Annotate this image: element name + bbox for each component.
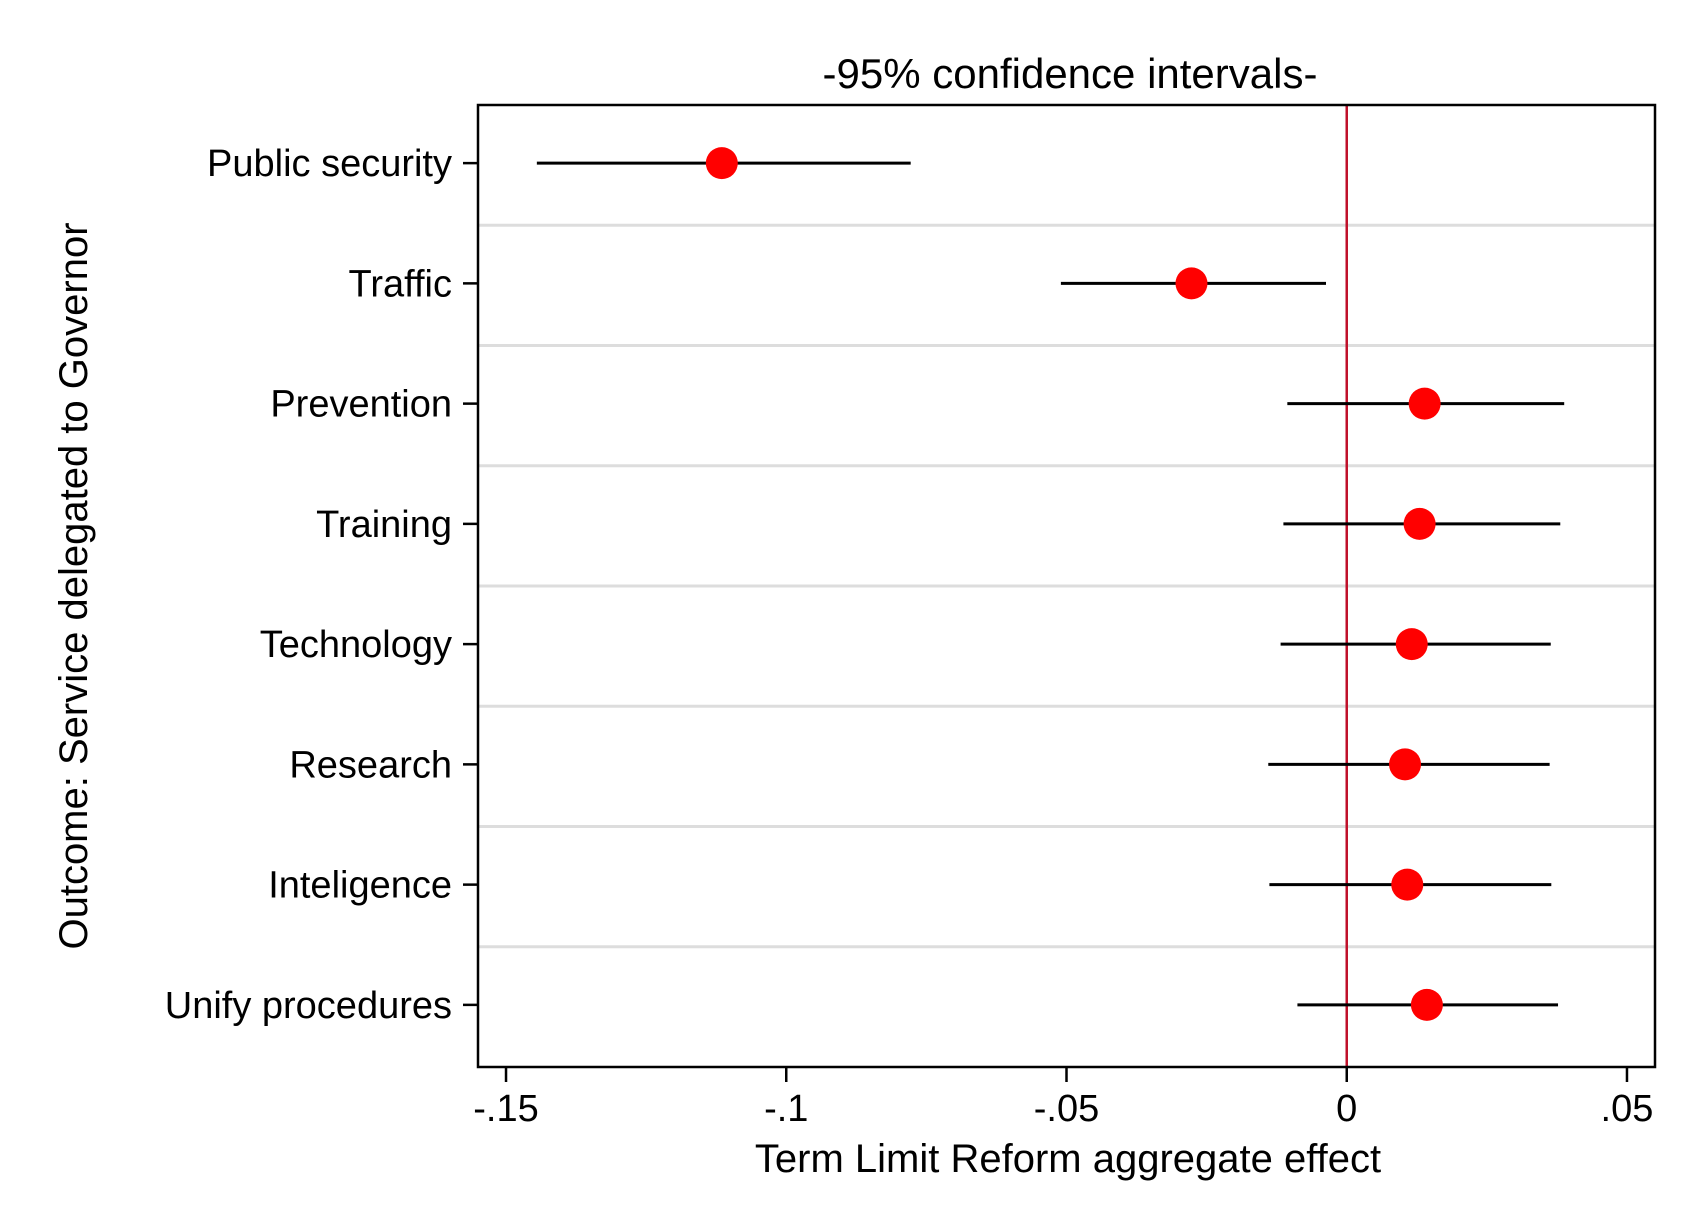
x-tick-label: .05: [1601, 1088, 1654, 1130]
y-tick-label: Traffic: [349, 263, 452, 305]
point-estimate: [1395, 628, 1428, 661]
point-estimate: [1410, 988, 1443, 1021]
y-tick-label: Inteligence: [268, 865, 452, 907]
x-tick-label: -.05: [1034, 1088, 1099, 1130]
category-separators: [478, 223, 1655, 949]
y-tick-label: Prevention: [270, 384, 452, 426]
y-tick-label: Public security: [207, 143, 452, 185]
x-axis-ticks: -.15 -.1 -.05 0 .05: [473, 1067, 1653, 1130]
point-estimate: [1403, 507, 1436, 540]
x-axis-label: Term Limit Reform aggregate effect: [755, 1137, 1381, 1181]
y-axis-ticks: Public security Traffic Prevention Training…: [165, 143, 478, 1027]
y-axis-label: Outcome: Service delegated to Governor: [52, 222, 96, 949]
point-estimate: [1389, 748, 1422, 781]
y-tick-label: Research: [289, 744, 452, 786]
point-estimates: [705, 147, 1443, 1021]
y-tick-label: Training: [316, 504, 452, 546]
x-tick-label: 0: [1336, 1088, 1357, 1130]
x-tick-label: -.15: [473, 1088, 538, 1130]
point-estimate: [1408, 387, 1441, 420]
point-estimate: [705, 147, 738, 180]
y-tick-label: Technology: [260, 624, 452, 666]
point-estimate: [1175, 267, 1208, 300]
point-estimate: [1391, 868, 1424, 901]
x-tick-label: -.1: [764, 1088, 808, 1130]
chart-title: -95% confidence intervals-: [823, 50, 1318, 97]
y-tick-label: Unify procedures: [165, 985, 452, 1027]
